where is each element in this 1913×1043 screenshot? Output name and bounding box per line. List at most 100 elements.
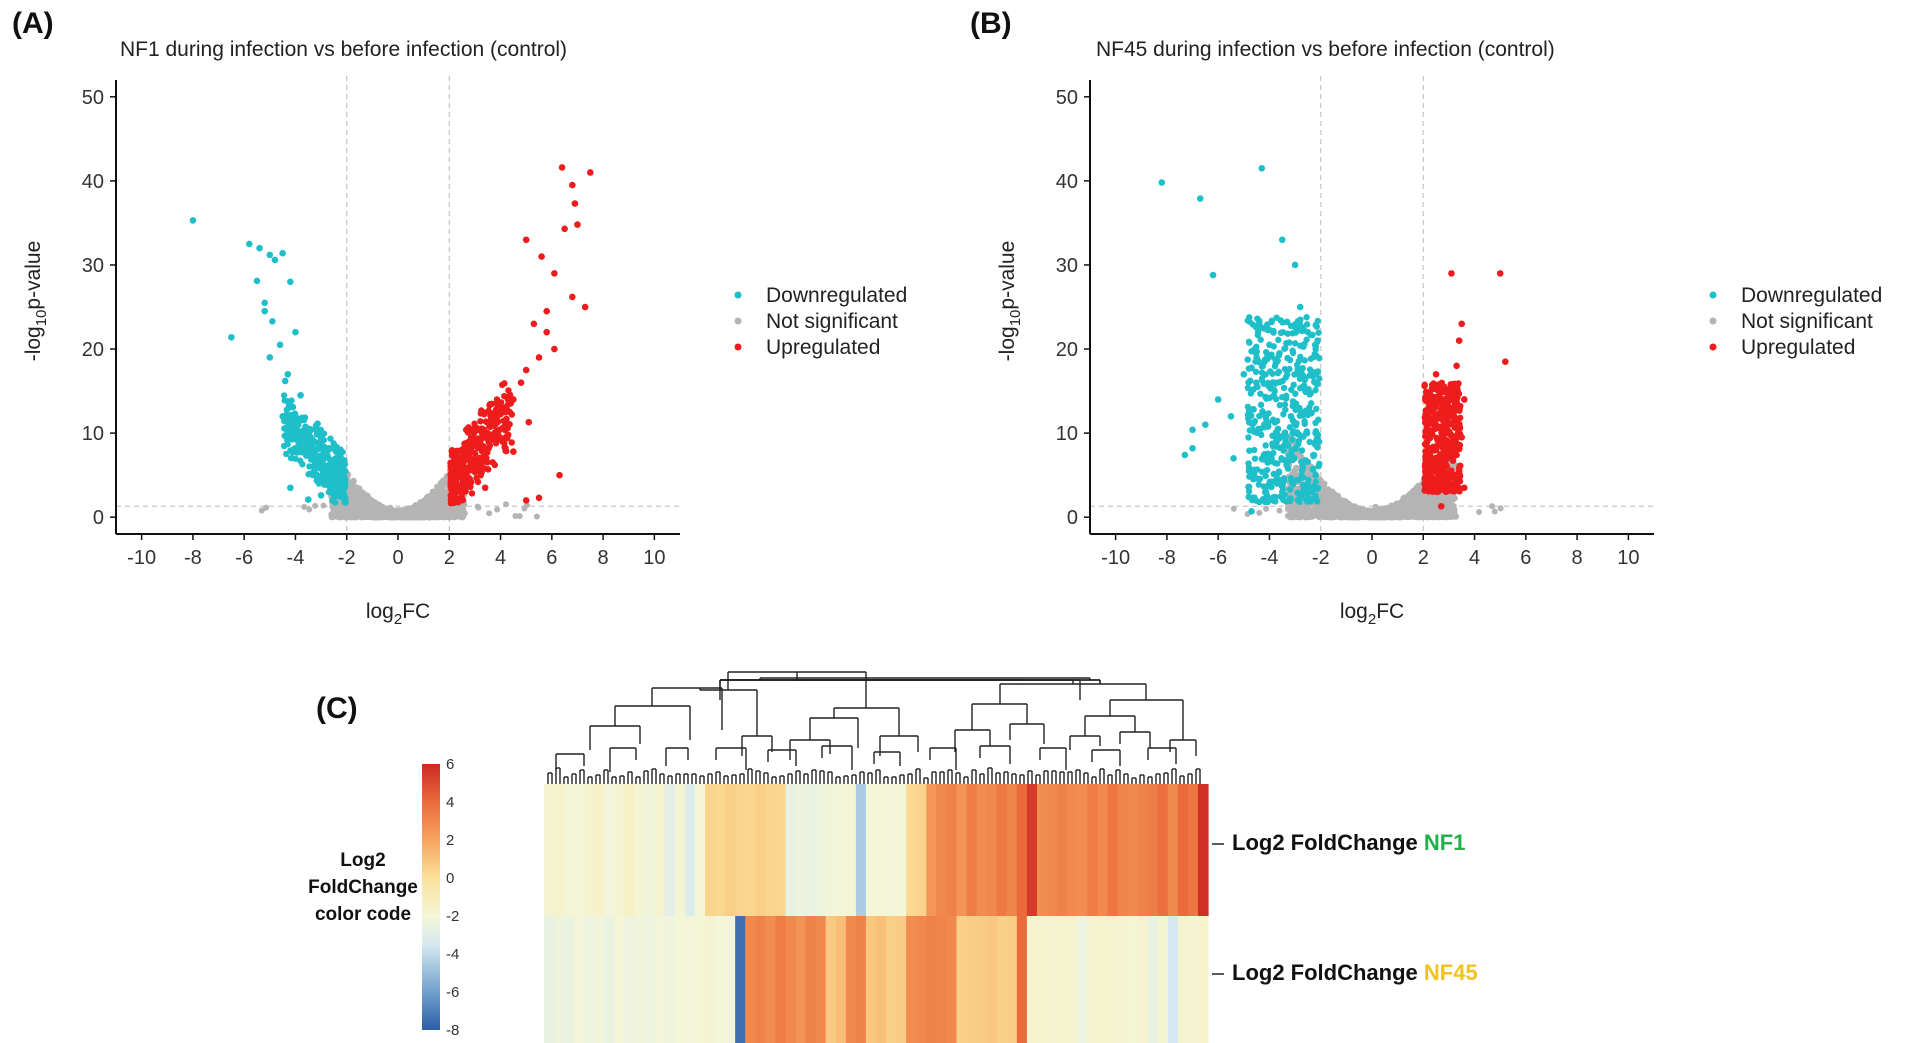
downregulated-point (1303, 430, 1311, 437)
upregulated-point (502, 444, 509, 452)
not-significant-point (258, 507, 265, 514)
heatmap-cell (1157, 784, 1169, 916)
upregulated-point (1423, 438, 1431, 445)
not-significant-point (393, 512, 400, 520)
not-significant-point (1404, 508, 1411, 515)
heatmap-cell (634, 784, 646, 916)
upregulated-point (505, 387, 512, 394)
downregulated-point (1273, 470, 1281, 478)
upregulated-point (1423, 471, 1430, 478)
heatmap-cell (896, 916, 907, 1043)
upregulated-point (1436, 452, 1443, 459)
downregulated-point (313, 475, 321, 482)
heatmap-cell (1026, 916, 1038, 1043)
x-tick-label: 2 (444, 547, 455, 569)
upregulated-point (1496, 270, 1504, 277)
upregulated-point (1439, 444, 1446, 452)
x-tick-label: -10 (127, 547, 156, 569)
heatmap-cell (996, 784, 1008, 916)
downregulated-point (324, 452, 331, 460)
upregulated-point (459, 497, 466, 504)
downregulated-point (287, 278, 294, 286)
upregulated-point (551, 270, 558, 277)
heatmap-cell (644, 916, 656, 1043)
heatmap-cell (1036, 916, 1048, 1043)
downregulated-point (1202, 421, 1209, 429)
heatmap-cell (936, 784, 948, 916)
heatmap-cell (906, 916, 917, 1043)
upregulated-point (1428, 396, 1436, 403)
heatmap-cell (604, 916, 616, 1043)
heatmap-cell (906, 784, 917, 916)
downregulated-point (1271, 459, 1279, 467)
downregulated-point (253, 277, 261, 285)
upregulated-point (1457, 402, 1464, 410)
plot-a-threshold-lines (116, 76, 680, 534)
downregulated-point (1291, 340, 1299, 347)
legend-label: Upregulated (766, 336, 880, 359)
not-significant-point (1412, 502, 1419, 509)
downregulated-point (323, 471, 330, 479)
downregulated-point (266, 251, 274, 259)
y-tick-label: 40 (1056, 171, 1078, 193)
downregulated-point (287, 484, 294, 492)
upregulated-point (1440, 387, 1448, 395)
x-tick-label: -10 (1101, 547, 1130, 569)
upregulated-point (1446, 445, 1454, 452)
not-significant-point (1306, 513, 1313, 520)
downregulated-point (1270, 327, 1277, 335)
heatmap-cell (1137, 916, 1149, 1043)
heatmap-cell (956, 784, 968, 916)
x-tick-label: 0 (1366, 547, 1377, 569)
not-significant-point (1415, 507, 1422, 514)
heatmap-cell (735, 916, 746, 1043)
upregulated-point (1432, 417, 1439, 424)
downregulated-point (1315, 462, 1322, 470)
x-tick-label: -2 (1312, 547, 1330, 569)
upregulated-point (1440, 434, 1447, 442)
panel-label-a: (A) (12, 7, 54, 40)
downregulated-point (312, 459, 320, 466)
y-tick-label: 50 (82, 87, 104, 109)
heatmap-cell (1077, 784, 1088, 916)
x-tick-label: -4 (287, 547, 305, 569)
downregulated-point (1255, 481, 1263, 488)
not-significant-point (450, 508, 457, 515)
legend-marker (734, 317, 742, 325)
upregulated-point (501, 380, 508, 387)
downregulated-point (1267, 368, 1274, 375)
heatmap-cell (805, 916, 817, 1043)
not-significant-point (320, 502, 327, 509)
downregulated-point (1262, 442, 1269, 449)
upregulated-point (1425, 412, 1432, 420)
upregulated-point (525, 418, 533, 426)
upregulated-point (454, 488, 461, 495)
upregulated-point (489, 459, 496, 466)
y-tick-label: 40 (82, 171, 104, 193)
upregulated-point (480, 411, 488, 418)
heatmap-cell (825, 784, 837, 916)
downregulated-point (279, 412, 286, 420)
not-significant-point (362, 491, 369, 499)
heatmap-cell (805, 784, 817, 916)
downregulated-point (1258, 456, 1266, 463)
x-tick-label: 4 (495, 547, 506, 569)
heatmap-cell (1006, 916, 1018, 1043)
upregulated-point (476, 454, 484, 462)
heatmap-cells (544, 784, 1209, 1043)
x-tick-label: 6 (546, 547, 557, 569)
heatmap-cell (1047, 916, 1058, 1043)
downregulated-point (1278, 455, 1285, 462)
heatmap-cell (755, 784, 766, 916)
upregulated-point (448, 465, 455, 472)
heatmap-cell (946, 916, 958, 1043)
not-significant-point (367, 506, 374, 513)
downregulated-point (1281, 401, 1289, 408)
downregulated-point (1289, 349, 1297, 357)
not-significant-point (1287, 513, 1294, 520)
not-significant-point (435, 488, 442, 496)
heatmap-cell (976, 916, 988, 1043)
not-significant-point (387, 513, 394, 520)
downregulated-point (1296, 412, 1303, 419)
